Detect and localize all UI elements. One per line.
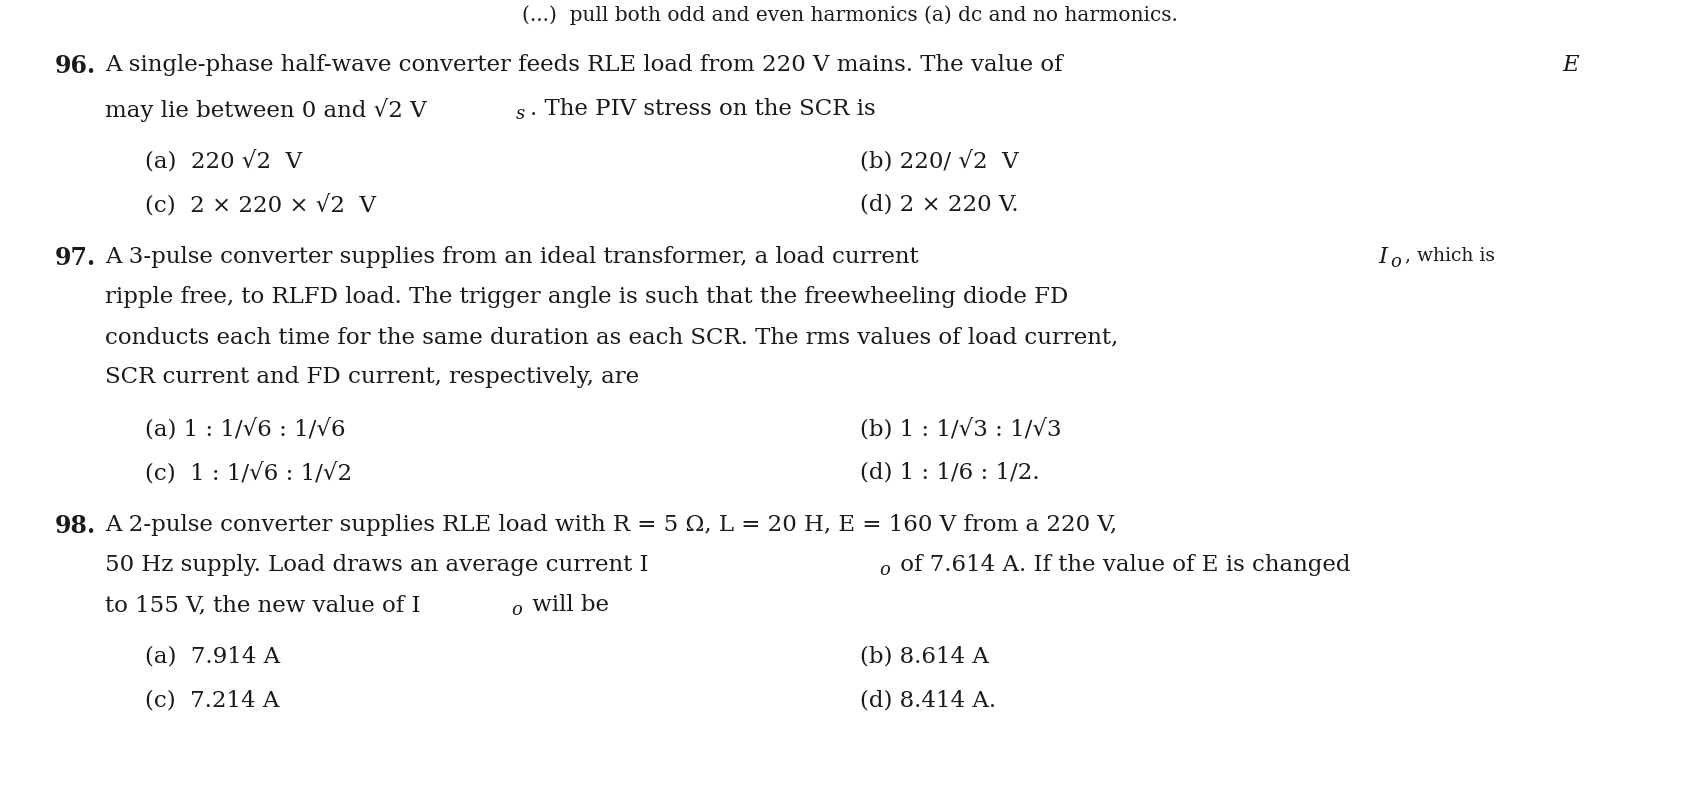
Text: 97.: 97. — [54, 246, 97, 270]
Text: (a)  7.914 A: (a) 7.914 A — [144, 646, 280, 668]
Text: E: E — [1562, 54, 1579, 76]
Text: (d) 8.414 A.: (d) 8.414 A. — [860, 690, 996, 712]
Text: 50 Hz supply. Load draws an average current I: 50 Hz supply. Load draws an average curr… — [105, 554, 648, 576]
Text: I: I — [1379, 246, 1387, 268]
Text: (b) 1 : 1/√3 : 1/√3: (b) 1 : 1/√3 : 1/√3 — [860, 418, 1061, 440]
Text: to 155 V, the new value of I: to 155 V, the new value of I — [105, 594, 420, 616]
Text: (b) 220/ √2  V: (b) 220/ √2 V — [860, 150, 1018, 172]
Text: A 2-pulse converter supplies RLE load with R = 5 Ω, L = 20 H, E = 160 V from a 2: A 2-pulse converter supplies RLE load wi… — [105, 514, 1117, 536]
Text: o: o — [512, 601, 522, 619]
Text: (b) 8.614 A: (b) 8.614 A — [860, 646, 989, 668]
Text: (...)  pull both odd and even harmonics (a) dc and no harmonics.: (...) pull both odd and even harmonics (… — [522, 5, 1178, 25]
Text: A 3-pulse converter supplies from an ideal transformer, a load current: A 3-pulse converter supplies from an ide… — [105, 246, 926, 268]
Text: 98.: 98. — [54, 514, 97, 538]
Text: (d) 1 : 1/6 : 1/2.: (d) 1 : 1/6 : 1/2. — [860, 462, 1040, 484]
Text: of 7.614 A. If the value of E is changed: of 7.614 A. If the value of E is changed — [892, 554, 1350, 576]
Text: (c)  7.214 A: (c) 7.214 A — [144, 690, 279, 712]
Text: ripple free, to RLFD load. The trigger angle is such that the freewheeling diode: ripple free, to RLFD load. The trigger a… — [105, 286, 1068, 308]
Text: . The PIV stress on the SCR is: . The PIV stress on the SCR is — [530, 98, 876, 120]
Text: (a) 1 : 1/√6 : 1/√6: (a) 1 : 1/√6 : 1/√6 — [144, 418, 345, 440]
Text: , which is: , which is — [1404, 246, 1494, 264]
Text: (c)  2 × 220 × √2  V: (c) 2 × 220 × √2 V — [144, 194, 376, 217]
Text: (c)  1 : 1/√6 : 1/√2: (c) 1 : 1/√6 : 1/√2 — [144, 462, 352, 484]
Text: SCR current and FD current, respectively, are: SCR current and FD current, respectively… — [105, 366, 639, 388]
Text: o: o — [879, 561, 889, 579]
Text: 96.: 96. — [54, 54, 97, 78]
Text: conducts each time for the same duration as each SCR. The rms values of load cur: conducts each time for the same duration… — [105, 326, 1119, 348]
Text: may lie between 0 and √2 V: may lie between 0 and √2 V — [105, 98, 427, 122]
Text: (d) 2 × 220 V.: (d) 2 × 220 V. — [860, 194, 1018, 216]
Text: o: o — [1391, 253, 1401, 271]
Text: s: s — [517, 105, 525, 123]
Text: will be: will be — [525, 594, 609, 616]
Text: A single-phase half-wave converter feeds RLE load from 220 V mains. The value of: A single-phase half-wave converter feeds… — [105, 54, 1069, 76]
Text: (a)  220 √2  V: (a) 220 √2 V — [144, 150, 303, 172]
